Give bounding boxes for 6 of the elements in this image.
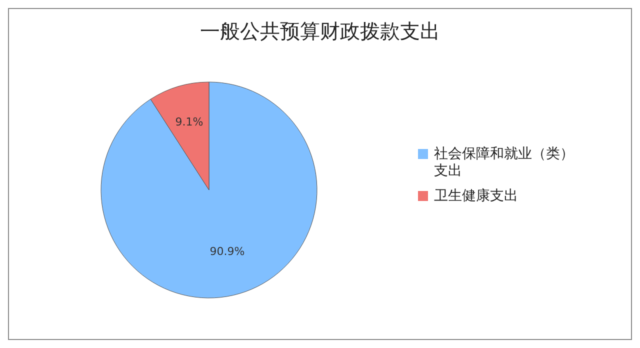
legend-label: 卫生健康支出 xyxy=(434,188,518,204)
pie-slice xyxy=(100,82,318,298)
chart-title: 一般公共预算财政拨款支出 xyxy=(200,19,440,43)
legend-label: 社会保障和就业（类）支出 xyxy=(434,146,574,179)
data-label: 9.1% xyxy=(175,116,204,129)
data-label: 90.9% xyxy=(210,245,245,258)
